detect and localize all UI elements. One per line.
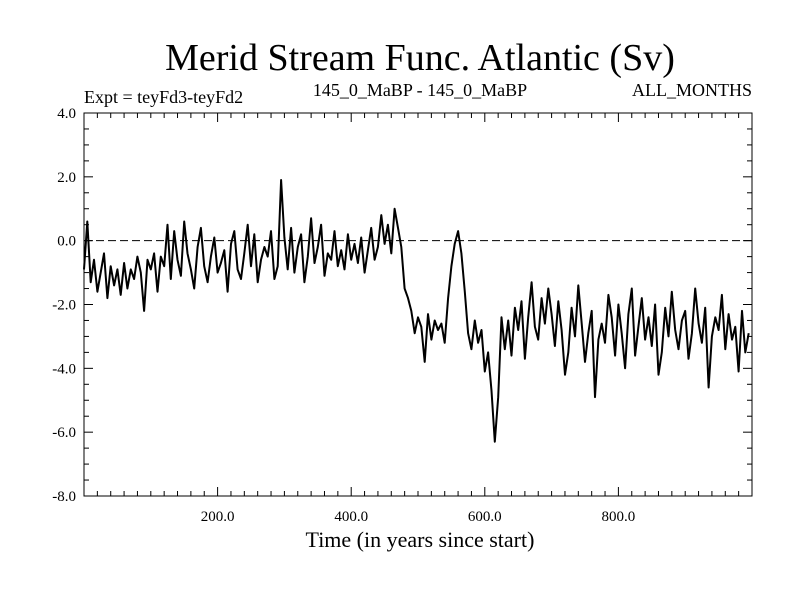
y-axis: -8.0 -6.0 -4.0 -2.0 0.0 2.0 4.0 bbox=[52, 106, 752, 505]
x-axis-label: Time (in years since start) bbox=[306, 527, 535, 552]
y-tick-label: -8.0 bbox=[52, 489, 76, 505]
chart-title: Merid Stream Func. Atlantic (Sv) bbox=[165, 37, 675, 79]
y-tick-label: 4.0 bbox=[57, 106, 76, 122]
y-tick-label: -4.0 bbox=[52, 361, 76, 377]
x-axis: 200.0 400.0 600.0 800.0 bbox=[96, 113, 740, 525]
subtitle-left: Expt = teyFd3-teyFd2 bbox=[84, 87, 243, 107]
x-tick-label: 800.0 bbox=[602, 509, 636, 525]
series-line bbox=[83, 179, 750, 443]
y-tick-label: -6.0 bbox=[52, 425, 76, 441]
y-tick-label: 2.0 bbox=[57, 170, 76, 186]
x-tick-label: 200.0 bbox=[201, 509, 235, 525]
y-tick-label: 0.0 bbox=[57, 234, 76, 250]
plot-frame bbox=[83, 112, 753, 497]
x-tick-label: 400.0 bbox=[334, 509, 368, 525]
subtitle-center: 145_0_MaBP - 145_0_MaBP bbox=[313, 80, 527, 100]
subtitle-right: ALL_MONTHS bbox=[632, 80, 752, 100]
x-tick-label: 600.0 bbox=[468, 509, 502, 525]
y-tick-label: -2.0 bbox=[52, 298, 76, 314]
